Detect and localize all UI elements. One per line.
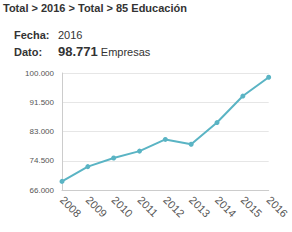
svg-text:2011: 2011 <box>135 194 160 219</box>
html-text:2016: 2016 <box>58 29 83 41</box>
html-text:Total > 2016 > Total > 85 Educ: Total > 2016 > Total > 85 Educación <box>3 2 187 14</box>
svg-text:2010: 2010 <box>109 194 135 220</box>
html-text:Dato:: Dato: <box>14 46 43 58</box>
svg-text:83.000: 83.000 <box>30 127 55 136</box>
svg-text:66.000: 66.000 <box>30 186 55 195</box>
svg-text:2016: 2016 <box>264 194 290 220</box>
svg-text:2013: 2013 <box>187 194 213 220</box>
svg-text:2014: 2014 <box>213 194 239 220</box>
svg-text:100.000: 100.000 <box>25 69 54 78</box>
svg-text:2008: 2008 <box>58 194 84 220</box>
svg-text:2009: 2009 <box>84 194 110 220</box>
svg-text:74.500: 74.500 <box>30 156 55 165</box>
svg-text:91.500: 91.500 <box>30 98 55 107</box>
svg-text:2015: 2015 <box>239 194 265 220</box>
svg-text:2012: 2012 <box>161 194 187 220</box>
html-text:98.771Empresas: 98.771Empresas <box>58 44 151 59</box>
html-text:Fecha:: Fecha: <box>14 29 50 41</box>
